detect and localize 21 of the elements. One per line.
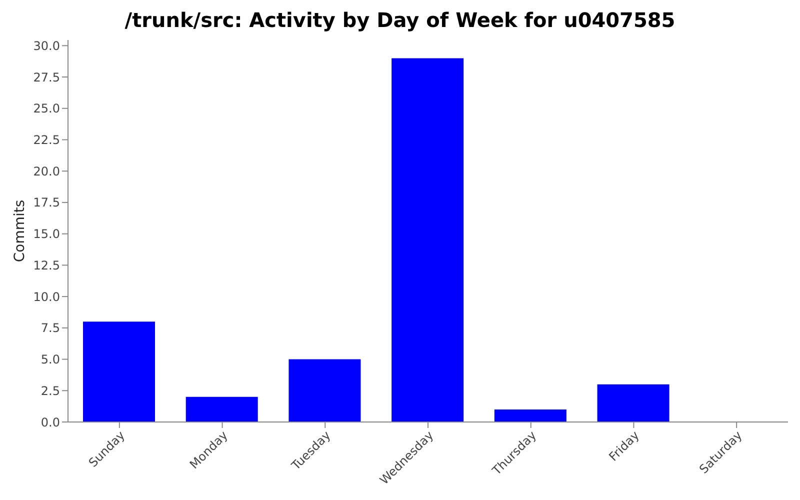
y-tick-label: 27.5: [33, 70, 60, 84]
y-tick-label: 30.0: [33, 38, 60, 53]
bar: [392, 58, 464, 422]
y-tick-label: 25.0: [33, 102, 60, 116]
y-tick-label: 22.5: [33, 132, 60, 147]
y-tick-label: 0.0: [40, 415, 60, 430]
y-tick-label: 17.5: [33, 196, 60, 210]
y-tick-label: 20.0: [33, 164, 60, 178]
y-tick-label: 2.5: [40, 384, 60, 398]
y-tick-label: 7.5: [40, 321, 60, 336]
bar: [288, 359, 361, 422]
bar: [83, 322, 155, 422]
y-tick-label: 5.0: [40, 352, 60, 367]
y-tick-label: 12.5: [33, 258, 60, 272]
y-tick-label: 15.0: [33, 227, 60, 242]
chart-title: /trunk/src: Activity by Day of Week for u0407585: [124, 8, 676, 34]
bar: [494, 409, 566, 422]
bar: [597, 384, 670, 422]
y-axis-title: Commits: [12, 200, 28, 262]
y-tick-label: 10.0: [33, 290, 60, 304]
bar: [186, 396, 258, 422]
